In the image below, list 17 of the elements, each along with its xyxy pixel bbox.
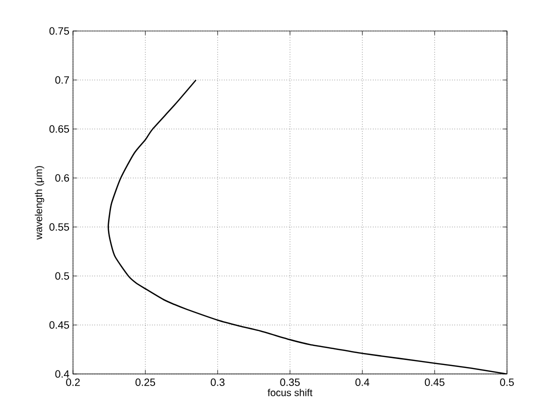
y-tick-label: 0.65: [49, 125, 70, 133]
x-tick-label: 0.2: [66, 378, 80, 386]
x-tick-label: 0.4: [355, 378, 370, 386]
y-tick-label: 0.7: [55, 76, 69, 84]
y-tick-label: 0.4: [55, 370, 70, 378]
x-tick-label: 0.5: [500, 378, 514, 386]
x-tick-label: 0.3: [210, 378, 225, 386]
y-tick-label: 0.5: [55, 272, 70, 280]
y-tick-label: 0.75: [49, 27, 70, 35]
x-tick-label: 0.25: [136, 378, 156, 386]
y-axis-title: wavelength (μm): [34, 166, 44, 240]
x-tick-label: 0.45: [424, 378, 444, 386]
y-tick-label: 0.55: [49, 223, 70, 231]
x-tick-label: 0.35: [280, 378, 300, 386]
y-tick-label: 0.45: [49, 321, 70, 329]
y-tick-label: 0.6: [55, 174, 70, 182]
x-axis-title: focus shift: [268, 388, 312, 396]
